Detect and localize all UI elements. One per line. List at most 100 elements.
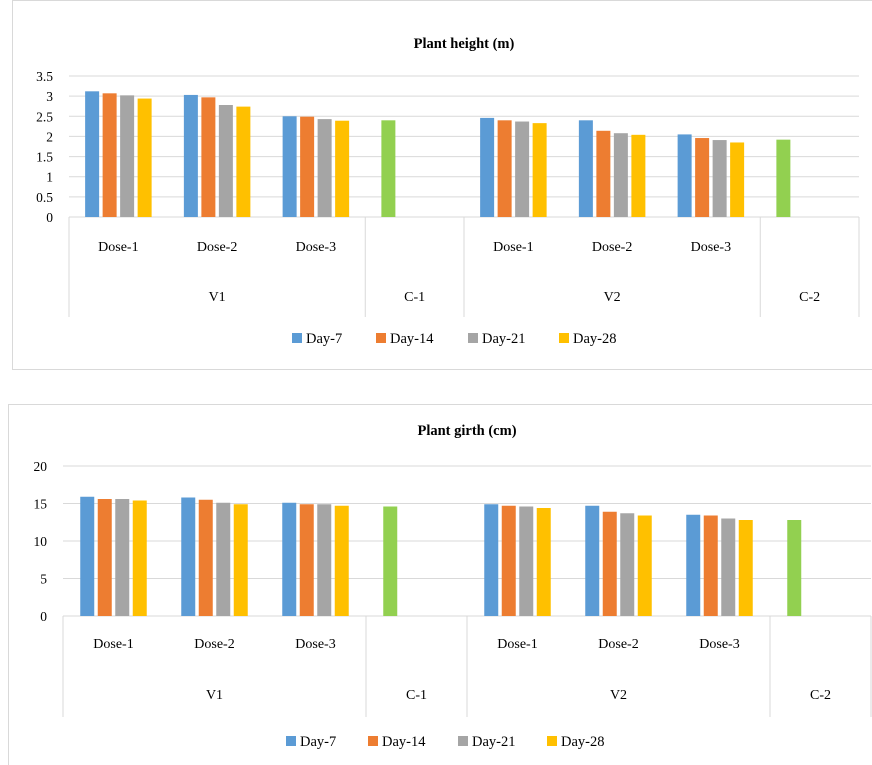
bar-day-21 (120, 95, 135, 217)
y-tick-label: 1.5 (36, 150, 53, 165)
bar-day-21 (613, 133, 628, 217)
legend-label: Day-14 (382, 734, 426, 750)
bar-day-7 (181, 497, 196, 616)
bar-control (776, 139, 791, 217)
bar-day-14 (198, 499, 213, 616)
group-label: V1 (206, 688, 223, 703)
bar-day-7 (183, 94, 198, 217)
category-label: Dose-3 (699, 637, 739, 652)
bar-day-14 (299, 504, 314, 616)
bar-day-28 (236, 106, 251, 217)
group-label: V2 (610, 688, 627, 703)
bar-day-28 (233, 504, 248, 616)
bar-day-14 (596, 130, 611, 217)
bar-day-7 (686, 514, 701, 616)
bar-day-21 (712, 140, 727, 217)
y-tick-label: 3.5 (36, 69, 53, 84)
bar-day-14 (300, 116, 315, 217)
category-label: Dose-3 (295, 637, 335, 652)
bar-day-28 (335, 120, 350, 217)
legend-label: Day-28 (573, 331, 617, 347)
bar-day-7 (282, 502, 297, 616)
bar-day-7 (80, 496, 95, 616)
y-tick-label: 2.5 (36, 109, 53, 124)
category-label: Dose-1 (98, 240, 138, 255)
legend-swatch (468, 333, 478, 343)
bar-day-21 (317, 504, 332, 616)
legend-swatch (458, 736, 468, 746)
bar-day-14 (102, 93, 117, 217)
legend-label: Day-7 (306, 331, 342, 347)
category-label: Dose-1 (497, 637, 537, 652)
group-label: C-2 (799, 290, 820, 305)
bar-control (381, 120, 396, 217)
legend-label: Day-7 (300, 734, 336, 750)
category-label: Dose-2 (592, 240, 632, 255)
y-tick-label: 3 (46, 89, 53, 104)
group-label: V2 (604, 290, 621, 305)
y-tick-label: 10 (34, 534, 48, 549)
bar-day-28 (532, 123, 547, 217)
legend-label: Day-21 (472, 734, 516, 750)
bar-day-7 (578, 120, 593, 217)
bar-day-7 (282, 116, 297, 217)
bar-day-7 (484, 504, 499, 616)
bar-day-28 (631, 134, 646, 217)
legend-swatch (376, 333, 386, 343)
bar-day-28 (137, 98, 152, 217)
chart-title: Plant height (m) (414, 36, 515, 52)
bar-day-21 (515, 121, 530, 217)
bar-day-28 (334, 505, 349, 616)
bar-day-28 (637, 515, 652, 616)
y-tick-label: 0 (46, 210, 53, 225)
category-label: Dose-2 (598, 637, 638, 652)
plant-height-chart: Plant height (m) 0 0.5 1 1.5 2 2.5 3 3.5 Dose-1 Do… (36, 36, 860, 347)
category-label: Dose-1 (493, 240, 533, 255)
bar-day-21 (115, 499, 130, 616)
category-label: Dose-2 (194, 637, 234, 652)
bar-day-28 (132, 500, 147, 616)
chart-title: Plant girth (cm) (417, 423, 516, 439)
plant-girth-chart: Plant girth (cm) 0 5 10 15 20 Dose-1 Dose-2 Dose… (34, 423, 872, 750)
group-label: C-1 (406, 688, 427, 703)
legend-label: Day-21 (482, 331, 526, 347)
bar-day-7 (677, 134, 692, 217)
plant-girth-chart-panel: Plant girth (cm) 0 5 10 15 20 Dose-1 Dose-2 Dose… (8, 404, 872, 765)
y-tick-label: 2 (46, 129, 53, 144)
legend-swatch (292, 333, 302, 343)
bar-control (787, 520, 802, 616)
group-label: V1 (209, 290, 226, 305)
bar-control (383, 506, 398, 616)
legend-swatch (559, 333, 569, 343)
bar-day-14 (602, 511, 617, 616)
legend-label: Day-28 (561, 734, 605, 750)
bar-day-7 (480, 117, 495, 217)
bar-day-14 (497, 120, 512, 217)
category-label: Dose-2 (197, 240, 237, 255)
legend-swatch (547, 736, 557, 746)
y-tick-label: 20 (34, 459, 48, 474)
bar-day-21 (218, 105, 233, 217)
bar-day-14 (703, 515, 718, 616)
category-label: Dose-3 (296, 240, 336, 255)
bar-day-21 (216, 502, 231, 616)
bar-day-28 (730, 142, 745, 217)
y-tick-label: 5 (40, 572, 47, 587)
bar-day-14 (97, 499, 112, 616)
bar-day-28 (536, 508, 551, 616)
group-label: C-2 (810, 688, 831, 703)
bar-day-21 (317, 119, 332, 217)
legend-swatch (286, 736, 296, 746)
bar-day-21 (620, 513, 635, 616)
plant-height-chart-panel: Plant height (m) 0 0.5 1 1.5 2 2.5 3 3.5 Dose-1 Do… (12, 0, 872, 370)
bar-day-28 (738, 520, 753, 616)
bar-day-7 (85, 91, 100, 217)
y-tick-label: 1 (46, 170, 53, 185)
group-label: C-1 (404, 290, 425, 305)
category-label: Dose-3 (691, 240, 731, 255)
bar-day-21 (519, 506, 534, 616)
legend-swatch (368, 736, 378, 746)
bar-day-14 (695, 138, 710, 217)
y-tick-label: 0.5 (36, 190, 53, 205)
bar-day-7 (585, 505, 600, 616)
